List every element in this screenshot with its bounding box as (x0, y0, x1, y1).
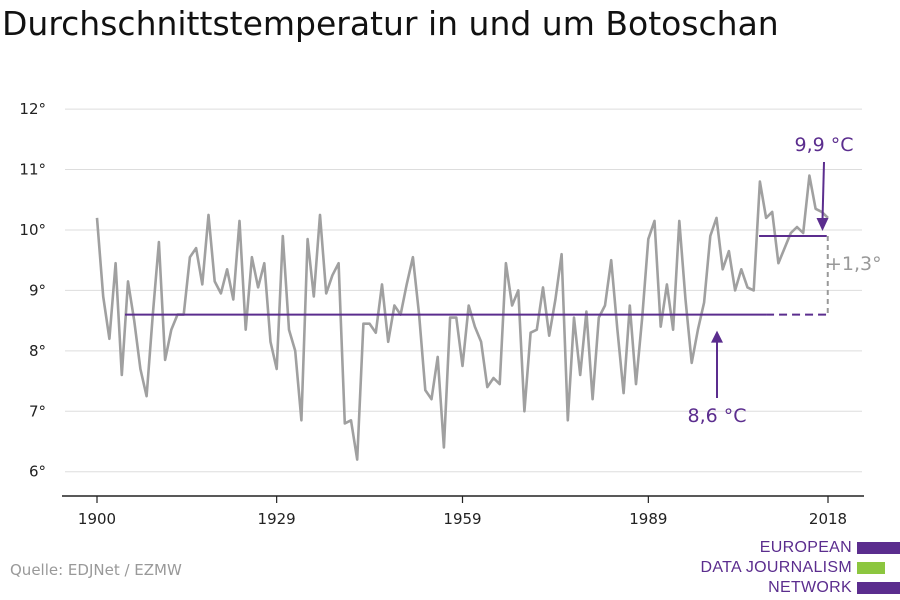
recent-arrow-shaft (821, 161, 825, 221)
logo-bar-1 (857, 542, 900, 554)
x-tick-label: 1900 (78, 510, 116, 528)
recent-label: 9,9 °C (794, 134, 853, 156)
x-tick-label: 2018 (809, 510, 847, 528)
temperature-series-line (95, 174, 829, 461)
baseline-arrow-head (711, 330, 723, 343)
y-tick-label: 9° (29, 281, 46, 299)
chart-title: Durchschnittstemperatur in und um Botosc… (2, 4, 779, 43)
source-note: Quelle: EDJNet / EZMW (10, 561, 182, 579)
y-tick-labels: 6° 7° 8° 9° 10° 11° 12° (19, 100, 46, 481)
baseline-label: 8,6 °C (687, 405, 746, 427)
edjnet-logo: EUROPEAN DATA JOURNALISM NETWORK (700, 538, 900, 598)
y-tick-label: 7° (29, 402, 46, 420)
annotations: +1,3° 8,6 °C 9,9 °C (125, 134, 882, 427)
logo-line-1: EUROPEAN (759, 539, 852, 556)
logo-bar-2 (857, 562, 885, 574)
x-tick-label: 1929 (258, 510, 296, 528)
y-tick-label: 11° (19, 161, 46, 179)
x-tick-label: 1959 (443, 510, 481, 528)
recent-arrow-head (816, 218, 829, 232)
y-tick-label: 6° (29, 463, 46, 481)
difference-label: +1,3° (826, 253, 882, 275)
y-tick-label: 10° (19, 221, 46, 239)
logo-line-3: NETWORK (768, 579, 852, 596)
y-tick-label: 12° (19, 100, 46, 118)
logo-line-2: DATA JOURNALISM (700, 559, 852, 576)
x-tick-label: 1989 (629, 510, 667, 528)
y-tick-label: 8° (29, 342, 46, 360)
logo-bar-3 (857, 582, 900, 594)
x-tick-labels: 1900 1929 1959 1989 2018 (78, 496, 847, 528)
